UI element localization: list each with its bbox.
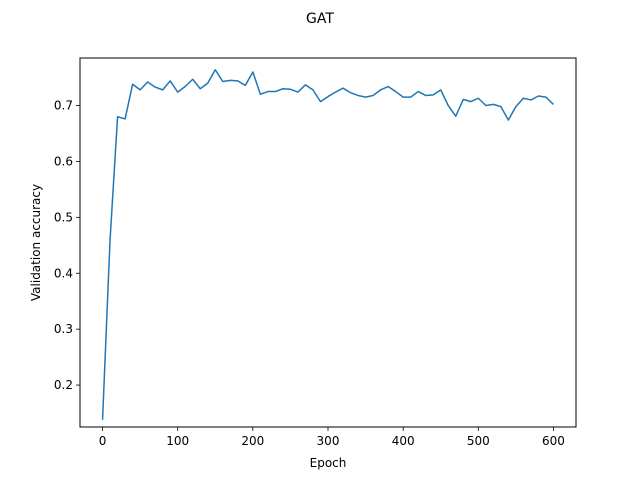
y-tick-label: 0.2 — [54, 378, 73, 392]
y-tick-label: 0.4 — [54, 266, 73, 280]
x-tick-label: 300 — [317, 434, 340, 448]
series-line — [101, 68, 554, 420]
y-tick-label: 0.6 — [54, 154, 73, 168]
plot-area — [80, 58, 576, 427]
y-tick-label: 0.7 — [54, 99, 73, 113]
x-tick-label: 100 — [166, 434, 189, 448]
ticks-layer: 0 100 200 300 400 500 600 0.2 0.3 0.4 0.5 0.6 0.7 — [54, 99, 565, 448]
y-tick-label: 0.5 — [54, 210, 73, 224]
x-tick-label: 0 — [99, 434, 107, 448]
y-axis-label: Validation accuracy — [29, 184, 43, 301]
x-tick-label: 500 — [467, 434, 490, 448]
plot-frame — [79, 57, 577, 428]
y-tick-label: 0.3 — [54, 322, 73, 336]
x-tick-label: 600 — [542, 434, 565, 448]
line-layer — [101, 68, 554, 420]
chart-title: GAT — [306, 11, 334, 27]
x-axis-label: Epoch — [310, 456, 347, 470]
x-tick-label: 200 — [241, 434, 264, 448]
x-tick-label: 400 — [392, 434, 415, 448]
